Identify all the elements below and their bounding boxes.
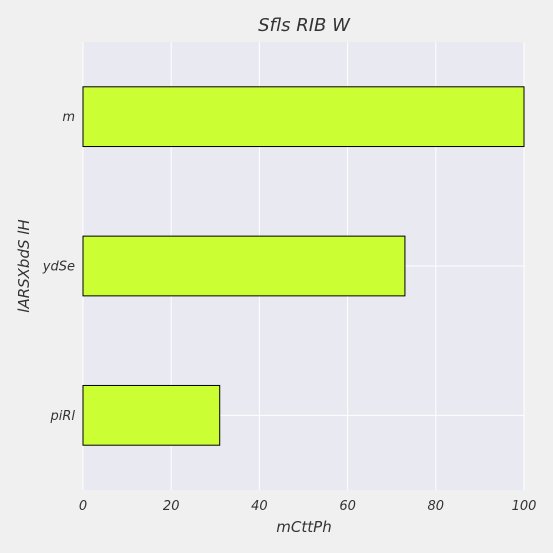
y-tick-label: ydSe <box>42 260 75 275</box>
bars <box>82 86 525 446</box>
bar <box>82 86 525 148</box>
y-tick-label: piRl <box>49 409 75 424</box>
x-tick-labels: 0 20 40 60 80 100 <box>79 499 537 514</box>
x-tick-label: 20 <box>163 499 180 514</box>
x-tick-label: 40 <box>251 499 268 514</box>
bar <box>82 235 406 297</box>
x-tick-label: 0 <box>79 499 87 514</box>
x-tick-label: 100 <box>512 499 537 514</box>
y-axis-label: lARSXbdS lH <box>15 219 33 312</box>
y-tick-label: m <box>62 110 75 125</box>
bar <box>82 384 221 446</box>
y-tick-labels: piRl ydSe m <box>42 110 76 424</box>
x-axis-label: mCttPh <box>276 518 331 536</box>
x-tick-label: 80 <box>428 499 445 514</box>
chart-title: Sfls RIB W <box>258 15 351 36</box>
x-tick-label: 60 <box>339 499 356 514</box>
